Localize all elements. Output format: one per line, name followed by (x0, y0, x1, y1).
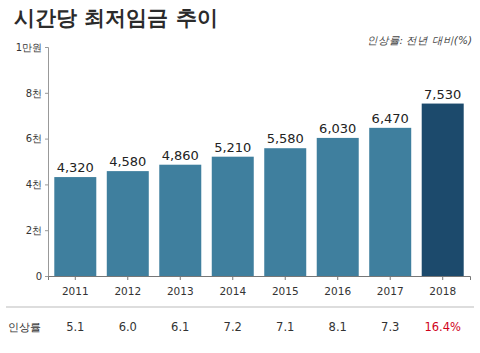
y-tick: 4천 (26, 179, 48, 190)
x-tick-mark (180, 276, 181, 280)
x-tick-mark (337, 276, 338, 280)
y-tick-label: 1만원 (16, 42, 42, 53)
bar (422, 104, 464, 276)
y-tick: 0 (36, 271, 48, 282)
y-tick-label: 0 (36, 271, 42, 282)
data-label: 5,210 (214, 140, 251, 155)
rate-value: 7.2 (224, 320, 242, 334)
x-tick-mark (127, 276, 128, 280)
data-label: 5,580 (267, 131, 304, 146)
data-label: 6,470 (372, 111, 409, 126)
x-tick: 2011 (62, 276, 89, 297)
bar (369, 128, 411, 276)
x-tick-label: 2011 (62, 285, 89, 297)
y-tick: 1만원 (16, 42, 48, 53)
x-tick: 2015 (272, 276, 299, 297)
y-tick-label: 2천 (26, 225, 42, 236)
x-tick-label: 2015 (272, 285, 299, 297)
title: 시간당 최저임금 추이 (14, 6, 218, 30)
x-tick: 2013 (167, 276, 194, 297)
x-tick-label: 2013 (167, 285, 194, 297)
bar (212, 157, 254, 276)
rate-row-label: 인상률 (8, 321, 41, 333)
bar (159, 165, 201, 276)
y-axis-line (45, 48, 49, 277)
rate-value: 5.1 (66, 320, 84, 334)
bar (317, 138, 359, 276)
y-tick-mark (45, 139, 48, 140)
chart: 시간당 최저임금 추이인상률: 전년 대비(%) 0 2천 4천 6천 8천 1만원 4,32… (0, 0, 480, 353)
x-axis: 2011 2012 2013 2014 2015 2016 2017 2018 (49, 276, 471, 297)
y-tick-mark (45, 230, 48, 231)
y-tick-mark (45, 276, 48, 277)
data-label: 4,580 (109, 154, 146, 169)
rate-value: 8.1 (329, 320, 347, 334)
data-label: 6,030 (319, 121, 356, 136)
x-tick: 2014 (219, 276, 246, 297)
data-label: 4,860 (162, 148, 199, 163)
data-label: 4,320 (57, 160, 94, 175)
rate-value: 16.4% (424, 320, 461, 334)
x-tick-label: 2016 (324, 285, 351, 297)
rate-value: 6.0 (119, 320, 137, 334)
rate-row: 5.1 6.0 6.1 7.2 7.1 8.1 7.3 16.4% (66, 320, 461, 334)
y-tick-mark (45, 93, 48, 94)
y-tick-mark (45, 184, 48, 185)
data-labels: 4,320 4,580 4,860 5,210 5,580 6,030 6,470 7,530 (57, 87, 462, 176)
y-tick: 6천 (26, 133, 48, 144)
data-label: 7,530 (424, 87, 461, 102)
x-axis-line (49, 277, 471, 281)
x-tick-mark (390, 276, 391, 280)
x-tick: 2012 (114, 276, 141, 297)
x-tick-label: 2012 (114, 285, 141, 297)
bars (54, 104, 463, 276)
x-tick-mark (232, 276, 233, 280)
x-tick: 2017 (377, 276, 404, 297)
x-tick: 2016 (324, 276, 351, 297)
y-tick-mark (45, 47, 48, 48)
rate-value: 7.3 (381, 320, 399, 334)
subtitle: 인상률: 전년 대비(%) (367, 34, 472, 46)
x-tick-label: 2018 (429, 285, 456, 297)
rate-value: 6.1 (171, 320, 189, 334)
x-tick-mark (75, 276, 76, 280)
y-tick-label: 6천 (26, 133, 42, 144)
bar (264, 148, 306, 276)
x-tick: 2018 (429, 276, 456, 297)
separator (6, 307, 474, 308)
y-tick-label: 4천 (26, 179, 42, 190)
y-tick: 8천 (26, 88, 48, 99)
x-tick-mark (442, 276, 443, 280)
bar (54, 177, 96, 276)
x-tick-label: 2014 (219, 285, 246, 297)
rate-value: 7.1 (276, 320, 294, 334)
x-tick-mark (285, 276, 286, 280)
bar (107, 171, 149, 276)
y-tick: 2천 (26, 225, 48, 236)
x-tick-label: 2017 (377, 285, 404, 297)
y-tick-label: 8천 (26, 88, 42, 99)
y-axis: 0 2천 4천 6천 8천 1만원 (16, 42, 49, 282)
